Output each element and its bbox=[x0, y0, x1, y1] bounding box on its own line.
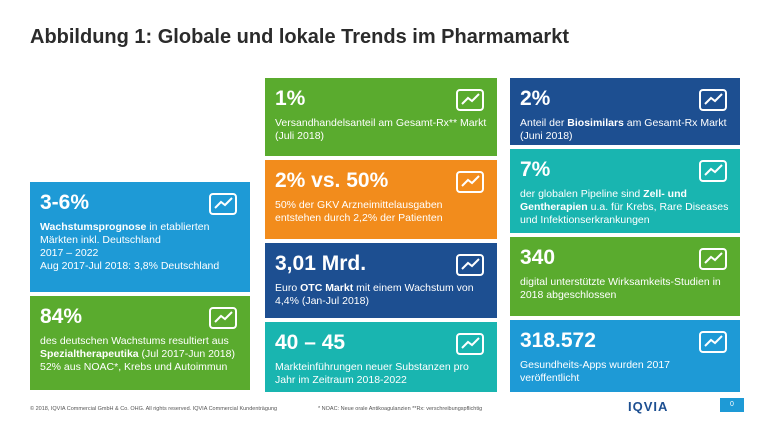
text-run: Versandhandelsanteil am Gesamt-Rx** Mark… bbox=[275, 117, 487, 142]
headline: 3-6% bbox=[40, 191, 90, 214]
headline: 340 bbox=[520, 246, 556, 269]
description: Gesundheits-Apps wurden 2017 veröffentli… bbox=[520, 359, 730, 385]
text-run: Markteinführungen neuer Substanzen pro J… bbox=[275, 361, 469, 386]
tile: 40 – 45 Markteinführungen neuer Substanze… bbox=[265, 322, 497, 392]
text-run: Anteil der bbox=[520, 117, 568, 129]
text-run: am Gesamt-Rx Markt (Juni 2018) bbox=[520, 117, 727, 142]
tile: 7% der globalen Pipeline sind Zell- und G… bbox=[510, 149, 740, 233]
headline: 2% vs. 50% bbox=[275, 169, 389, 192]
text-run: (Jul 2017-Jun 2018) bbox=[138, 348, 235, 360]
icon bbox=[456, 171, 484, 193]
icon bbox=[209, 307, 237, 329]
tile: 1% Versandhandelsanteil am Gesamt-Rx** Ma… bbox=[265, 78, 497, 156]
text-run: OTC Markt bbox=[300, 282, 354, 294]
description: Aug 2017-Jul 2018: 3,8% Deutschland bbox=[40, 260, 240, 273]
logo: IQVIA bbox=[628, 399, 669, 414]
text-run: digital unterstützte Wirksamkeits-Studie… bbox=[520, 276, 721, 301]
tile: 318.572 Gesundheits-Apps wurden 2017 verö… bbox=[510, 320, 740, 392]
description: Euro OTC Markt mit einem Wachstum von 4,… bbox=[275, 282, 487, 308]
tile: 340 digital unterstützte Wirksamkeits-Stu… bbox=[510, 237, 740, 316]
text-run: Wachstumsprognose bbox=[40, 221, 147, 233]
icon bbox=[699, 160, 727, 182]
text-run: Biosimilars bbox=[567, 117, 624, 129]
text-run: Zell- und Gentherapien bbox=[520, 188, 687, 213]
description: Versandhandelsanteil am Gesamt-Rx** Mark… bbox=[275, 117, 487, 143]
description: 50% der GKV Arzneimittelausgaben entsteh… bbox=[275, 199, 487, 225]
tile: 84% des deutschen Wachstums resultiert au… bbox=[30, 296, 250, 390]
headline: 2% bbox=[520, 87, 551, 110]
headline: 84% bbox=[40, 305, 83, 328]
text-run: Euro bbox=[275, 282, 301, 294]
text-run: 2017 – 2022 bbox=[40, 247, 99, 259]
icon bbox=[699, 248, 727, 270]
icon bbox=[456, 333, 484, 355]
footnote: * NOAC: Neue orale Antikoagulanzien **Rx… bbox=[318, 406, 483, 412]
text-run: 50% der GKV Arzneimittelausgaben entsteh… bbox=[275, 199, 443, 224]
copyright: © 2018, IQVIA Commercial GmbH & Co. OHG.… bbox=[30, 406, 278, 412]
headline: 3,01 Mrd. bbox=[275, 252, 367, 275]
description: 52% aus NOAC*, Krebs und Autoimmun bbox=[40, 361, 240, 374]
description: Wachstumsprognose in etablierten Märkten… bbox=[40, 221, 240, 247]
tile: 2% vs. 50% 50% der GKV Arzneimittelausgab… bbox=[265, 160, 497, 239]
tile: 3,01 Mrd. Euro OTC Markt mit einem Wachst… bbox=[265, 243, 497, 318]
description: 2017 – 2022 bbox=[40, 247, 240, 260]
text-run: Aug 2017-Jul 2018: 3,8% Deutschland bbox=[40, 260, 220, 272]
icon bbox=[699, 89, 727, 111]
text-run: der globalen Pipeline sind bbox=[520, 188, 644, 200]
page-number: 0 bbox=[720, 398, 744, 412]
text-run: u.a. für Krebs, Rare Diseases und Infekt… bbox=[520, 201, 729, 226]
description: der globalen Pipeline sind Zell- und Gen… bbox=[520, 188, 730, 227]
description: des deutschen Wachstums resultiert aus S… bbox=[40, 335, 240, 361]
icon bbox=[456, 254, 484, 276]
headline: 7% bbox=[520, 158, 551, 181]
text-run: mit einem Wachstum von 4,4% (Jan-Jul 201… bbox=[275, 282, 474, 307]
headline: 1% bbox=[275, 87, 306, 110]
text-run: Spezialtherapeutika bbox=[40, 348, 139, 360]
description: Markteinführungen neuer Substanzen pro J… bbox=[275, 361, 487, 387]
headline: 318.572 bbox=[520, 329, 596, 352]
tile: 2% Anteil der Biosimilars am Gesamt-Rx Ma… bbox=[510, 78, 740, 145]
description: Anteil der Biosimilars am Gesamt-Rx Mark… bbox=[520, 117, 730, 143]
text-run: 52% aus NOAC*, Krebs und Autoimmun bbox=[40, 361, 228, 373]
icon bbox=[699, 331, 727, 353]
text-run: in etablierten Märkten inkl. Deutschland bbox=[40, 221, 210, 246]
title: Abbildung 1: Globale und lokale Trends i… bbox=[30, 26, 569, 48]
text-run: des deutschen Wachstums resultiert aus bbox=[40, 335, 229, 347]
icon bbox=[456, 89, 484, 111]
icon bbox=[209, 193, 237, 215]
tile: 3-6% Wachstumsprognose in etablierten Mär… bbox=[30, 182, 250, 292]
description: digital unterstützte Wirksamkeits-Studie… bbox=[520, 276, 730, 302]
text-run: Gesundheits-Apps wurden 2017 veröffentli… bbox=[520, 359, 671, 384]
headline: 40 – 45 bbox=[275, 331, 346, 354]
